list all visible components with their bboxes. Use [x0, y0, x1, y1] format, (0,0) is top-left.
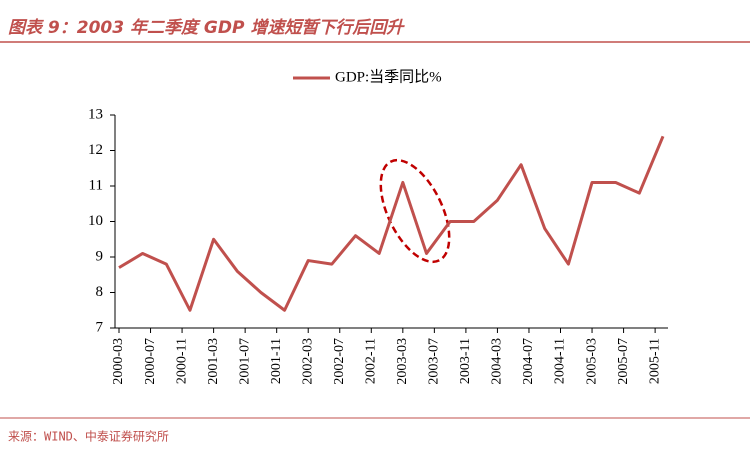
x-tick-label: 2005-11	[647, 338, 662, 384]
x-tick-label: 2000-07	[143, 338, 158, 385]
x-tick-label: 2001-07	[237, 338, 252, 385]
y-tick-label: 12	[88, 142, 103, 158]
x-tick-label: 2005-03	[584, 338, 599, 385]
x-tick-label: 2002-07	[332, 338, 347, 385]
figure-title: 图表 9：2003 年二季度 GDP 增速短暂下行后回升	[8, 18, 405, 38]
x-tick-label: 2005-07	[616, 338, 631, 385]
y-tick-label: 11	[89, 177, 103, 193]
y-tick-label: 8	[96, 284, 104, 300]
x-tick-label: 2000-11	[174, 338, 189, 384]
data-line	[118, 135, 665, 312]
x-tick-label: 2002-03	[300, 338, 315, 385]
y-tick-label: 10	[88, 213, 103, 229]
x-tick-label: 2004-03	[490, 338, 505, 385]
legend-label: GDP:当季同比%	[335, 68, 442, 85]
x-tick-label: 2000-03	[111, 338, 126, 385]
x-tick-label: 2004-07	[521, 338, 536, 385]
x-tick-label: 2002-11	[364, 338, 379, 384]
x-tick-label: 2003-07	[427, 338, 442, 385]
x-tick-label: 2001-03	[206, 338, 221, 385]
y-tick-label: 13	[88, 106, 103, 122]
x-tick-label: 2004-11	[553, 338, 568, 384]
x-tick-label: 2003-11	[458, 338, 473, 384]
y-tick-label: 7	[96, 319, 104, 335]
x-tick-label: 2003-03	[395, 338, 410, 385]
y-tick-label: 9	[96, 248, 104, 264]
x-tick-label: 2001-11	[269, 338, 284, 384]
source: 来源：WIND、中泰证券研究所	[8, 429, 169, 444]
highlight-ellipse	[379, 158, 451, 264]
